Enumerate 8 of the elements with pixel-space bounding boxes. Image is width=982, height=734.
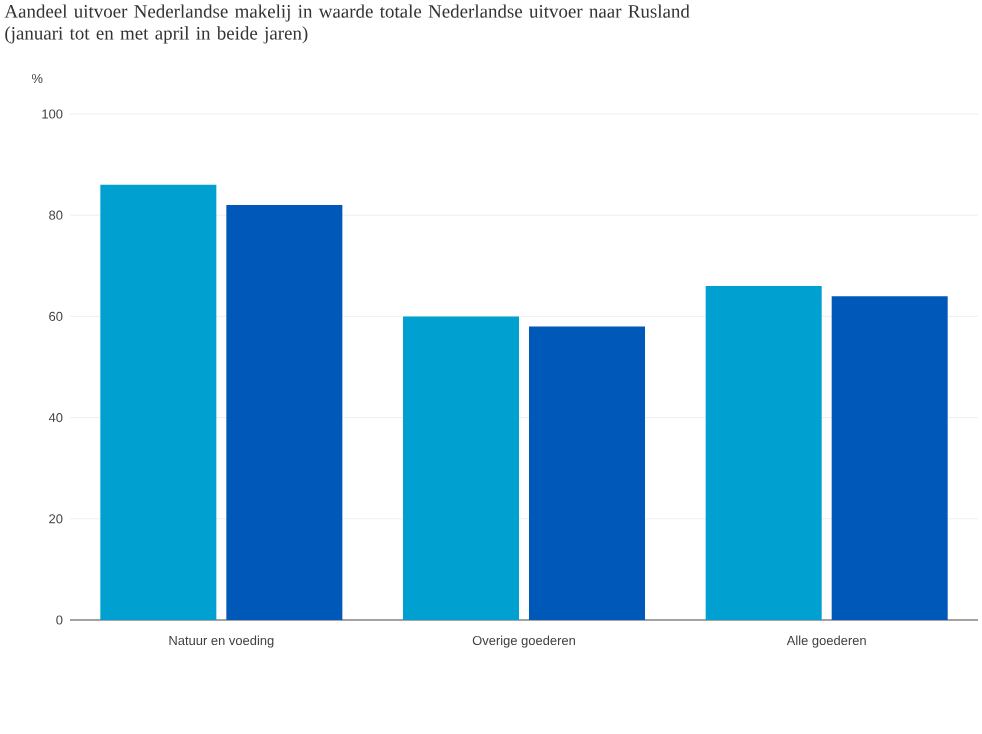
bar: [226, 205, 343, 620]
chart-subtitle: (januari tot en met april in beide jaren): [5, 26, 308, 44]
bar: [831, 296, 948, 620]
bar: [403, 316, 520, 620]
bar: [705, 286, 822, 620]
bar: [529, 326, 646, 620]
chart-title: Aandeel uitvoer Nederlandse makelij in waarde totale Nederlandse uitvoer naar Rusland: [4, 4, 690, 22]
bar: [100, 184, 217, 620]
